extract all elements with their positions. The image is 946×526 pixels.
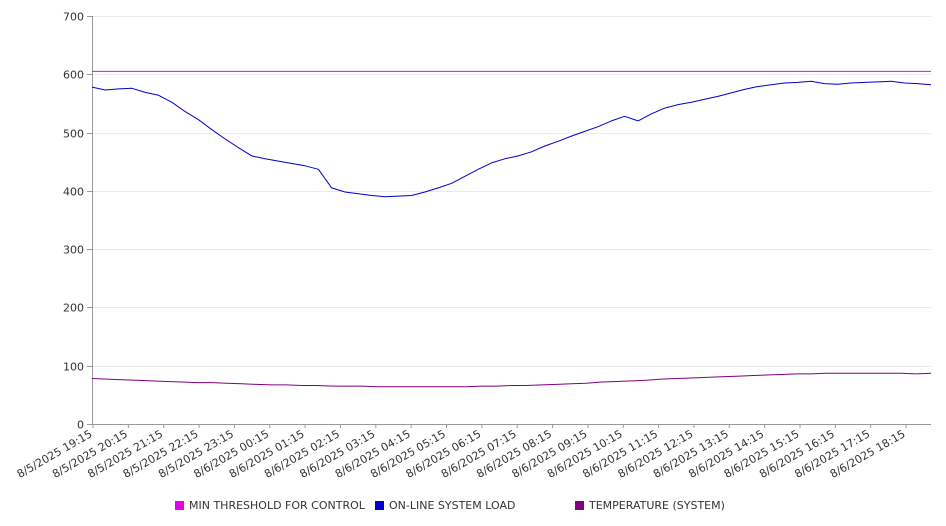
- legend-swatch-temperature: [575, 500, 584, 510]
- axes: [87, 16, 931, 428]
- x-tick-labels: 8/5/2025 19:158/5/2025 20:158/5/2025 21:…: [15, 427, 908, 481]
- legend: MIN THRESHOLD FOR CONTROL ON-LINE SYSTEM…: [0, 496, 946, 516]
- y-tick-label: 400: [63, 186, 84, 199]
- y-tick-labels: 0 100 200 300 400 500 600 700: [63, 11, 84, 432]
- series-lines: [91, 70, 932, 388]
- legend-item-temperature[interactable]: TEMPERATURE (SYSTEM): [575, 496, 725, 514]
- legend-label-system-load: ON-LINE SYSTEM LOAD: [389, 498, 516, 512]
- y-tick-label: 600: [63, 69, 84, 82]
- y-tick-label: 200: [63, 302, 84, 315]
- series-line-temperature-system: [91, 372, 932, 388]
- y-tick-label: 0: [77, 419, 84, 432]
- grid-lines: [92, 16, 931, 367]
- legend-label-min-threshold: MIN THRESHOLD FOR CONTROL: [189, 498, 365, 512]
- legend-item-min-threshold[interactable]: MIN THRESHOLD FOR CONTROL: [175, 496, 365, 514]
- y-tick-label: 300: [63, 244, 84, 257]
- y-tick-label: 100: [63, 361, 84, 374]
- series-line-on-line-system-load: [91, 80, 932, 198]
- legend-swatch-system-load: [375, 500, 384, 510]
- y-tick-label: 500: [63, 128, 84, 141]
- y-tick-label: 700: [63, 11, 84, 24]
- legend-swatch-min-threshold: [175, 500, 184, 510]
- legend-item-system-load[interactable]: ON-LINE SYSTEM LOAD: [375, 496, 515, 514]
- legend-label-temperature: TEMPERATURE (SYSTEM): [589, 498, 725, 512]
